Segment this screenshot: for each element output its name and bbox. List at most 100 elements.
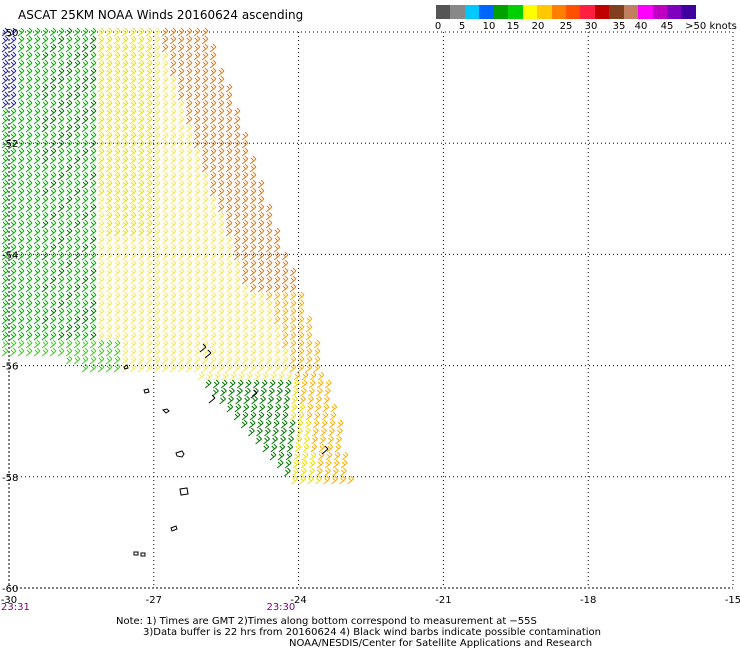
wind-barb-stroke xyxy=(217,115,225,125)
wind-barb xyxy=(113,59,121,69)
wind-barb xyxy=(225,339,233,349)
wind-barb-stroke xyxy=(57,339,65,349)
wind-barb xyxy=(263,435,270,445)
wind-barb-stroke xyxy=(129,27,137,37)
wind-barb xyxy=(296,427,303,437)
wind-barb xyxy=(33,243,41,253)
wind-barb-stroke xyxy=(237,371,245,381)
wind-barb xyxy=(193,51,201,61)
wind-barb-stroke xyxy=(1,275,9,285)
wind-barb-stroke xyxy=(321,445,329,455)
wind-barb-stroke xyxy=(73,27,81,37)
wind-barb-stroke xyxy=(49,275,57,285)
wind-barb-stroke xyxy=(137,339,145,349)
wind-barb xyxy=(121,115,129,125)
wind-barb-stroke xyxy=(261,371,269,381)
wind-barb-stroke xyxy=(145,67,153,77)
wind-barb-stroke xyxy=(257,331,265,341)
wind-barb xyxy=(1,171,9,181)
wind-barb-stroke xyxy=(57,147,65,157)
wind-barb xyxy=(161,187,169,197)
wind-barb-stroke xyxy=(57,123,65,133)
wind-barb xyxy=(57,195,65,205)
wind-barb xyxy=(241,411,249,421)
wind-barb-stroke xyxy=(219,395,226,405)
wind-barb-stroke xyxy=(137,179,145,189)
wind-barb xyxy=(153,43,161,53)
wind-barb xyxy=(89,123,97,133)
wind-barb xyxy=(289,339,297,349)
wind-barb-stroke xyxy=(266,403,274,413)
wind-barb xyxy=(249,259,257,269)
wind-barb-stroke xyxy=(233,243,241,253)
wind-barb xyxy=(265,211,273,221)
wind-barb-stroke xyxy=(57,331,65,341)
wind-barb xyxy=(257,331,265,341)
wind-barb xyxy=(236,387,243,397)
wind-barb-stroke xyxy=(49,195,57,205)
wind-barb-stroke xyxy=(319,435,326,445)
wind-barb xyxy=(81,299,89,309)
wind-barb-stroke xyxy=(185,259,193,269)
wind-barb xyxy=(161,35,169,45)
wind-barb-stroke xyxy=(49,27,57,37)
wind-barb xyxy=(193,219,201,229)
wind-barb xyxy=(33,27,41,37)
wind-barb-stroke xyxy=(241,259,249,269)
wind-barb-stroke xyxy=(113,51,121,61)
wind-barb-stroke xyxy=(300,459,308,469)
wind-barb-stroke xyxy=(318,443,326,453)
wind-barb xyxy=(33,259,41,269)
wind-barb xyxy=(221,371,229,381)
wind-barb-stroke xyxy=(201,147,209,157)
wind-barb-stroke xyxy=(89,155,97,165)
wind-barb xyxy=(289,347,297,357)
wind-barb-stroke xyxy=(193,107,201,117)
wind-barb-stroke xyxy=(177,179,185,189)
wind-barb-stroke xyxy=(161,67,169,77)
wind-barb xyxy=(177,323,185,333)
wind-barb xyxy=(41,195,49,205)
wind-barb-stroke xyxy=(341,451,349,461)
wind-barb xyxy=(177,227,185,237)
wind-barb xyxy=(137,179,145,189)
wind-barb xyxy=(317,371,325,381)
wind-barb-stroke xyxy=(89,195,97,205)
wind-barb xyxy=(49,35,57,45)
wind-barb xyxy=(1,219,9,229)
wind-barb-stroke xyxy=(97,171,105,181)
wind-barb-stroke xyxy=(161,291,169,301)
wind-barb xyxy=(33,155,41,165)
wind-barb xyxy=(161,131,169,141)
wind-barb xyxy=(217,219,225,229)
wind-barb-stroke xyxy=(33,243,41,253)
wind-barb-stroke xyxy=(25,211,33,221)
wind-barb xyxy=(121,171,129,181)
wind-barb xyxy=(41,283,49,293)
wind-barb xyxy=(113,115,121,125)
wind-barb xyxy=(65,347,73,357)
wind-barb-stroke xyxy=(249,291,257,301)
wind-barb xyxy=(201,123,209,133)
wind-barb xyxy=(49,107,57,117)
wind-barb xyxy=(145,147,153,157)
wind-barb xyxy=(161,355,169,365)
wind-barb xyxy=(73,235,81,245)
wind-barb-stroke xyxy=(169,283,177,293)
wind-barb-stroke xyxy=(273,283,281,293)
wind-barb-stroke xyxy=(9,291,17,301)
wind-barb-stroke xyxy=(249,243,257,253)
colorbar-segment xyxy=(537,5,552,19)
lon-tick-label: -15 xyxy=(725,595,740,606)
wind-barb xyxy=(161,67,169,77)
wind-barb-stroke xyxy=(9,91,17,101)
wind-barb xyxy=(233,411,241,421)
wind-barb-stroke xyxy=(145,99,153,109)
wind-barb-stroke xyxy=(153,91,161,101)
wind-barb xyxy=(121,83,129,93)
wind-barb xyxy=(273,251,281,261)
wind-barb xyxy=(340,459,348,469)
wind-barb xyxy=(177,67,185,77)
wind-barb-stroke xyxy=(273,251,281,261)
wind-barb-stroke xyxy=(177,51,185,61)
